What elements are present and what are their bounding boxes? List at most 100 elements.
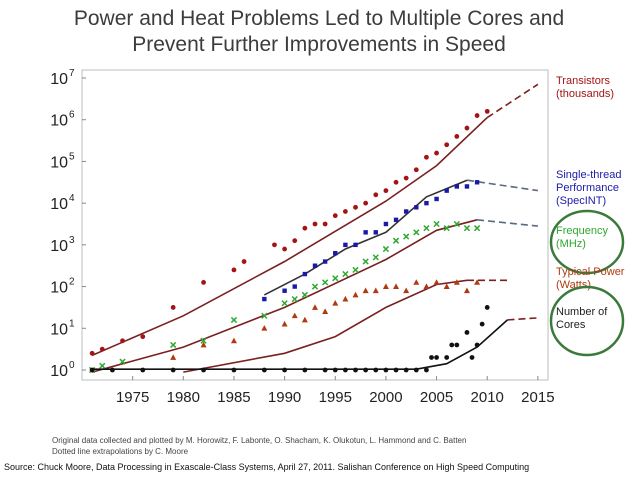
y-tick-label: 10 (50, 321, 68, 338)
y-tick-label: 10 (50, 154, 68, 171)
series-power (170, 279, 508, 373)
frequency-point (230, 316, 238, 324)
power-point (463, 287, 470, 294)
single_thread-point (474, 180, 480, 185)
power-point (403, 287, 410, 294)
transistors-point (89, 350, 95, 356)
y-tick-exponent: 2 (69, 277, 75, 288)
x-tick-label: 2000 (369, 389, 402, 406)
single_thread-point (302, 271, 308, 277)
transistors-point (302, 225, 308, 231)
single_thread-point (312, 263, 318, 268)
single_thread-point (363, 230, 368, 235)
transistors-point (434, 150, 439, 156)
frequency-point (463, 225, 471, 232)
transistors-point (99, 346, 105, 352)
single_thread-point (444, 188, 449, 193)
y-tick-exponent: 0 (69, 360, 75, 371)
legend-cores-line: Number of (556, 306, 608, 318)
transistors-point (140, 334, 146, 340)
frequency-extrapolation-line (477, 219, 538, 227)
transistors-point (413, 167, 419, 173)
power-point (230, 337, 237, 344)
single_thread-point (403, 209, 409, 214)
frequency-point (332, 275, 339, 282)
frequency-point (362, 258, 369, 265)
transistors-point (201, 280, 206, 285)
cores-point (201, 367, 206, 373)
transistors-point (272, 242, 277, 248)
x-tick-label: 2005 (420, 389, 453, 406)
power-point (372, 287, 379, 294)
frequency-point (453, 220, 460, 228)
single_thread-trend-line (263, 179, 468, 296)
transistors-point (342, 209, 348, 214)
single_thread-point (454, 184, 460, 189)
power-point (332, 300, 339, 306)
x-tick-label: 1995 (319, 389, 352, 406)
transistors-point (322, 221, 328, 227)
cores-point (449, 342, 455, 348)
frequency-point (423, 225, 430, 232)
frequency-highlight-circle (549, 209, 625, 275)
y-tick-exponent: 7 (69, 68, 75, 79)
credit-line-2: Dotted line extrapolations by C. Moore (52, 447, 189, 456)
cores-point (282, 367, 288, 373)
cores-point (332, 367, 338, 373)
frequency-point (99, 362, 106, 369)
transistors-point (363, 200, 369, 206)
cores-point (454, 342, 460, 348)
single_thread-point (343, 242, 348, 248)
cores-highlight-circle (549, 285, 625, 357)
cores-point (89, 367, 95, 373)
cores-point (140, 367, 146, 373)
cores-point (424, 367, 429, 373)
cores-point (373, 367, 379, 373)
frequency-point (433, 220, 440, 228)
y-tick-exponent: 6 (69, 110, 75, 121)
power-point (423, 283, 430, 289)
power-point (342, 295, 349, 302)
cores-point (261, 367, 267, 373)
single_thread-point (262, 296, 267, 302)
cores-point (479, 321, 485, 327)
transistors-point (312, 221, 318, 227)
transistors-trend-line (91, 117, 488, 357)
power-point (261, 325, 268, 331)
series-transistors (89, 83, 539, 357)
power-trend-line (183, 279, 468, 373)
transistors-point (474, 113, 480, 118)
cores-trend-line (92, 319, 509, 371)
cores-extrapolation-line (507, 317, 538, 321)
cores-point (302, 367, 308, 373)
legend-single_thread-line: Single-thread (556, 169, 621, 181)
frequency-point (372, 254, 379, 261)
transistors-point (241, 259, 247, 264)
transistors-point (282, 246, 288, 252)
legend-single_thread-line: (SpecINT) (556, 195, 606, 207)
legend-transistors-line: (thousands) (556, 88, 614, 100)
frequency-point (281, 300, 288, 307)
legend-transistors-line: Transistors (556, 75, 610, 87)
single_thread-point (333, 251, 338, 256)
frequency-point (473, 225, 481, 232)
y-tick-label: 10 (50, 238, 68, 255)
transistors-point (292, 238, 298, 244)
x-tick-label: 2015 (521, 389, 554, 406)
cores-point (109, 367, 115, 373)
cores-point (383, 367, 389, 373)
y-tick-label: 10 (50, 363, 68, 380)
cores-point (342, 367, 348, 373)
single_thread-point (373, 230, 378, 235)
cores-point (231, 367, 237, 373)
frequency-point (311, 283, 319, 290)
y-tick-exponent: 1 (69, 318, 75, 329)
transistors-point (120, 338, 125, 344)
power-point (312, 304, 318, 310)
power-point (362, 287, 369, 294)
cores-point (322, 367, 328, 373)
y-tick-label: 10 (50, 113, 68, 130)
cores-point (464, 330, 470, 335)
transistors-point (454, 134, 460, 139)
y-tick-label: 10 (50, 280, 68, 297)
